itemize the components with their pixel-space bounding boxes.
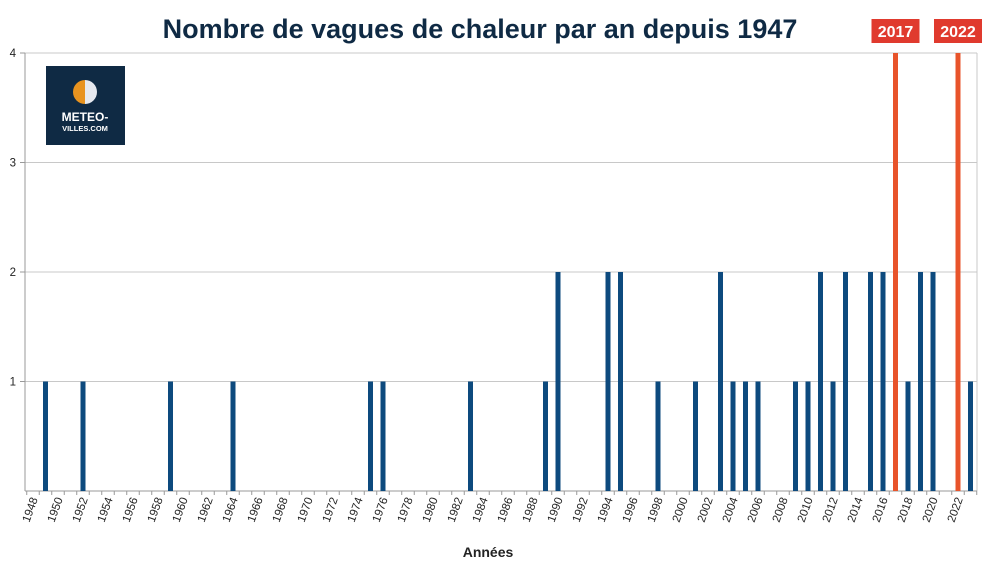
bar-2004	[730, 381, 736, 491]
bar-2017	[893, 53, 898, 491]
bar-2019	[918, 272, 923, 491]
y-tick-label: 4	[10, 48, 17, 60]
chart-title: Nombre de vagues de chaleur par an depui…	[163, 14, 798, 44]
bar-1964	[230, 381, 236, 491]
callout-label: 2017	[878, 24, 914, 41]
callout-2017: 2017	[871, 19, 920, 43]
sun-half-icon	[73, 80, 97, 104]
y-tick-label: 1	[10, 377, 16, 389]
bar-1949	[43, 381, 48, 491]
logo-text-line1: METEO-	[62, 110, 109, 124]
bar-2022	[955, 53, 961, 491]
callout-box	[934, 19, 982, 43]
callout-2022: 2022	[934, 19, 982, 43]
logo-text-line2: VILLES.COM	[62, 124, 108, 133]
bar-1959	[168, 381, 173, 491]
bar-1976	[380, 381, 386, 491]
bar-2006	[755, 381, 761, 491]
y-tick-label: 2	[10, 267, 16, 279]
bar-2018	[905, 381, 911, 491]
x-axis-title: Années	[463, 544, 514, 560]
bar-1952	[80, 381, 86, 491]
bar-1975	[368, 381, 373, 491]
y-tick-label: 3	[10, 158, 16, 170]
bar-1994	[605, 272, 611, 491]
bar-2003	[718, 272, 723, 491]
bar-2009	[793, 381, 798, 491]
callouts: 2017 2022	[871, 19, 982, 43]
bar-2005	[743, 381, 748, 491]
bar-2011	[818, 272, 823, 491]
y-axis: 1 2 3 4	[10, 48, 26, 491]
bar-2013	[843, 272, 848, 491]
bar-2001	[693, 381, 698, 491]
bar-2023	[968, 381, 973, 491]
bar-1998	[655, 381, 661, 491]
bar-1989	[543, 381, 548, 491]
callout-label: 2022	[940, 24, 976, 41]
bar-2015	[868, 272, 873, 491]
bar-2016	[880, 272, 886, 491]
bar-1995	[618, 272, 623, 491]
bar-2012	[830, 381, 836, 491]
bar-2010	[805, 381, 811, 491]
bars	[43, 53, 973, 491]
bar-1983	[468, 381, 473, 491]
meteo-villes-logo: METEO- VILLES.COM	[46, 66, 125, 145]
callout-box	[871, 19, 920, 43]
bar-1990	[555, 272, 561, 491]
bar-2020	[930, 272, 936, 491]
logo-background	[46, 66, 125, 145]
